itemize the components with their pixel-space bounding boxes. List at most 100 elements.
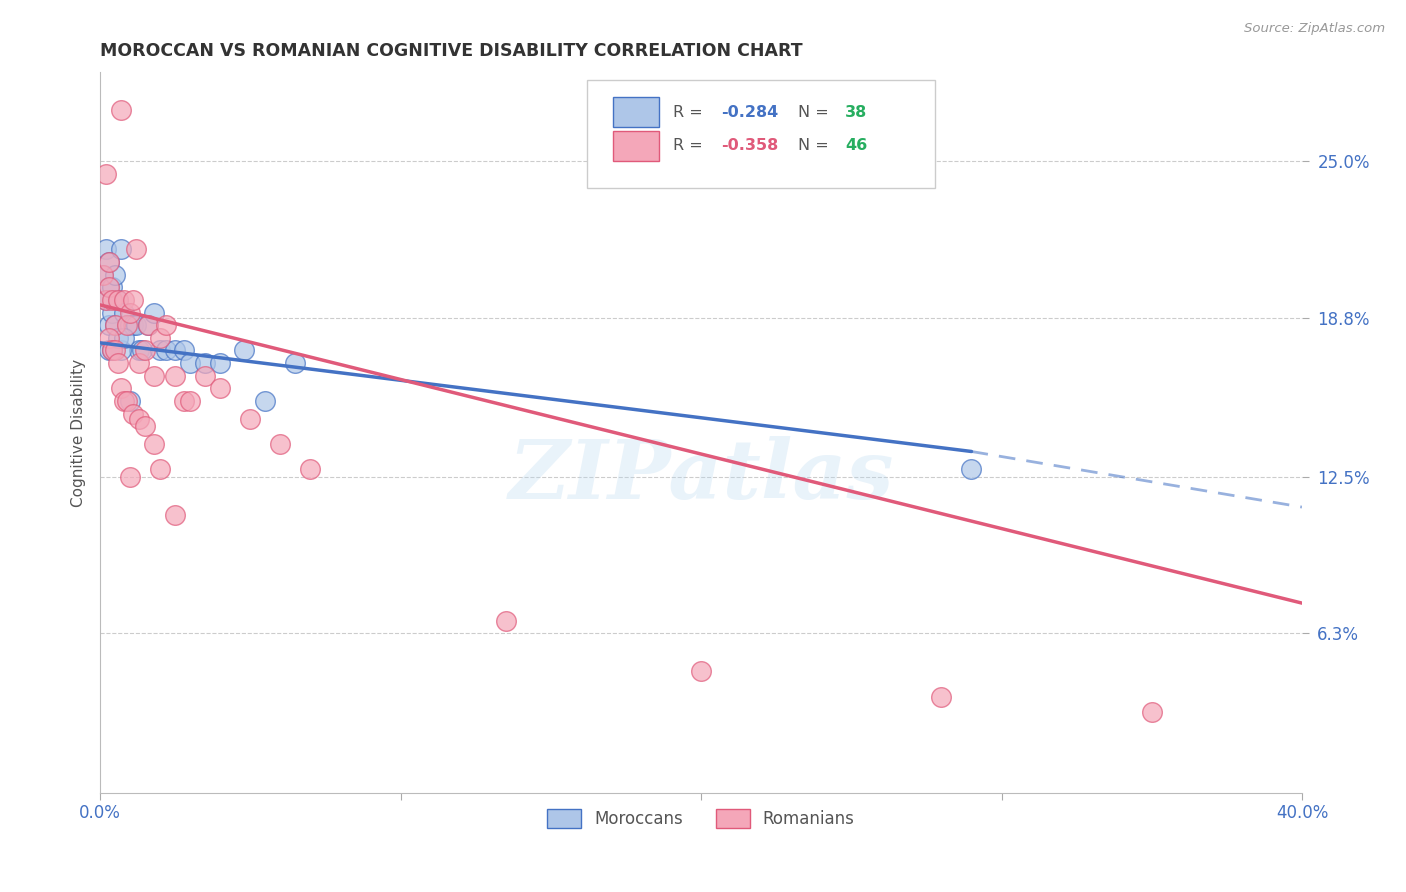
Point — [125, 318, 148, 333]
Point — [173, 343, 195, 358]
Point — [149, 343, 172, 358]
Point — [165, 343, 187, 358]
Point — [209, 381, 232, 395]
Point — [136, 318, 159, 333]
Point — [101, 280, 124, 294]
Point — [179, 393, 201, 408]
Point — [98, 255, 121, 269]
Text: R =: R = — [673, 104, 709, 120]
Point — [107, 293, 129, 307]
Point — [104, 318, 127, 333]
Point — [128, 356, 150, 370]
Point — [173, 393, 195, 408]
Point — [155, 343, 177, 358]
FancyBboxPatch shape — [613, 131, 659, 161]
Point — [110, 381, 132, 395]
Point — [104, 343, 127, 358]
Point — [143, 368, 166, 383]
FancyBboxPatch shape — [586, 79, 935, 187]
Point — [128, 343, 150, 358]
Point — [134, 419, 156, 434]
Point — [104, 268, 127, 282]
Point — [194, 368, 217, 383]
FancyBboxPatch shape — [613, 97, 659, 128]
Point — [101, 343, 124, 358]
Point — [239, 411, 262, 425]
Y-axis label: Cognitive Disability: Cognitive Disability — [72, 359, 86, 507]
Point — [149, 331, 172, 345]
Legend: Moroccans, Romanians: Moroccans, Romanians — [541, 802, 862, 835]
Point — [194, 356, 217, 370]
Point — [254, 393, 277, 408]
Point — [107, 356, 129, 370]
Point — [136, 318, 159, 333]
Point — [134, 343, 156, 358]
Text: -0.284: -0.284 — [721, 104, 779, 120]
Point — [110, 103, 132, 118]
Point — [91, 268, 114, 282]
Point — [120, 305, 142, 319]
Point — [120, 393, 142, 408]
Point — [495, 614, 517, 628]
Point — [1140, 705, 1163, 719]
Point — [690, 665, 713, 679]
Point — [143, 305, 166, 319]
Point — [115, 318, 138, 333]
Point — [112, 331, 135, 345]
Point — [98, 343, 121, 358]
Point — [112, 393, 135, 408]
Point — [94, 167, 117, 181]
Point — [107, 331, 129, 345]
Point — [110, 343, 132, 358]
Point — [125, 243, 148, 257]
Point — [131, 343, 153, 358]
Point — [269, 437, 291, 451]
Point — [94, 293, 117, 307]
Point — [299, 462, 322, 476]
Point — [122, 318, 145, 333]
Text: MOROCCAN VS ROMANIAN COGNITIVE DISABILITY CORRELATION CHART: MOROCCAN VS ROMANIAN COGNITIVE DISABILIT… — [100, 42, 803, 60]
Text: N =: N = — [799, 138, 834, 153]
Point — [179, 356, 201, 370]
Point — [143, 437, 166, 451]
Point — [115, 393, 138, 408]
Point — [112, 293, 135, 307]
Point — [112, 305, 135, 319]
Point — [149, 462, 172, 476]
Point — [233, 343, 256, 358]
Point — [960, 462, 983, 476]
Point — [94, 293, 117, 307]
Text: -0.358: -0.358 — [721, 138, 779, 153]
Point — [155, 318, 177, 333]
Text: N =: N = — [799, 104, 834, 120]
Text: 46: 46 — [845, 138, 868, 153]
Text: R =: R = — [673, 138, 709, 153]
Point — [165, 368, 187, 383]
Point — [101, 305, 124, 319]
Point — [91, 268, 114, 282]
Text: ZIPatlas: ZIPatlas — [509, 436, 894, 516]
Point — [284, 356, 307, 370]
Point — [101, 343, 124, 358]
Point — [120, 469, 142, 483]
Point — [120, 318, 142, 333]
Point — [98, 331, 121, 345]
Point — [122, 293, 145, 307]
Text: Source: ZipAtlas.com: Source: ZipAtlas.com — [1244, 22, 1385, 36]
Point — [98, 255, 121, 269]
Point — [931, 690, 953, 704]
Point — [94, 243, 117, 257]
Point — [128, 411, 150, 425]
Point — [104, 318, 127, 333]
Point — [115, 318, 138, 333]
Point — [122, 407, 145, 421]
Point — [209, 356, 232, 370]
Point — [110, 243, 132, 257]
Point — [98, 280, 121, 294]
Point — [107, 293, 129, 307]
Text: 38: 38 — [845, 104, 868, 120]
Point — [98, 318, 121, 333]
Point — [98, 280, 121, 294]
Point — [101, 293, 124, 307]
Point — [165, 508, 187, 522]
